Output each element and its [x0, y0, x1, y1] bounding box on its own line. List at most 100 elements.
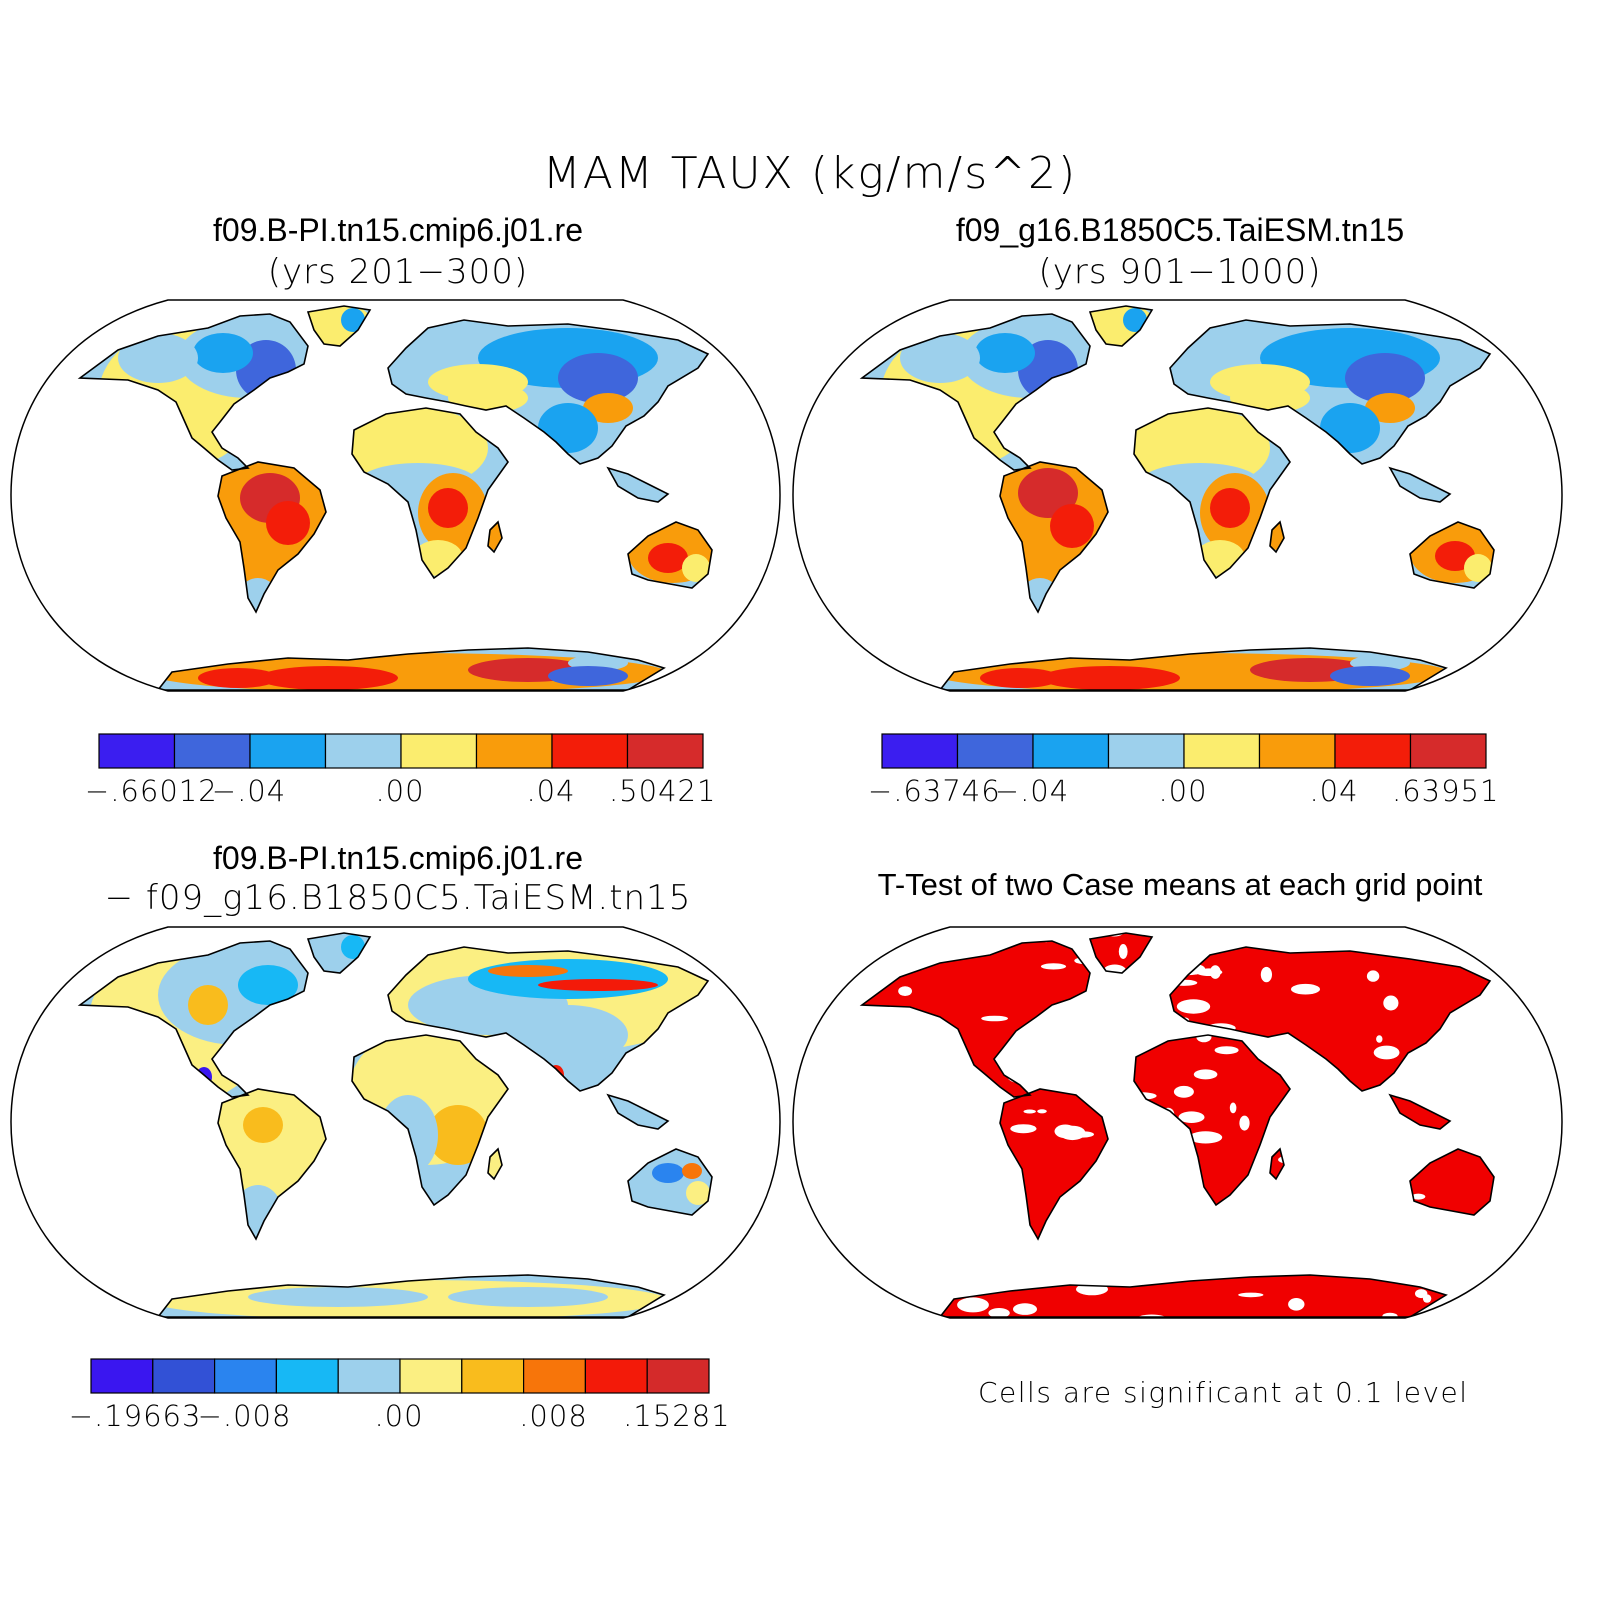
- coastline-seAsia: [1388, 466, 1452, 503]
- colorbar-swatch: [1409, 733, 1487, 769]
- colorbar-swatch: [249, 733, 327, 769]
- colorbar-swatch: [584, 1358, 648, 1394]
- land-australia: [628, 522, 712, 588]
- colorbar-tick-label: .50421: [608, 774, 717, 808]
- panel-case1-subtitle: (yrs 201−300): [267, 252, 529, 292]
- coastline-southAmerica: [999, 1088, 1109, 1241]
- coastline-australia: [1409, 521, 1495, 589]
- coastline-australia: [627, 1148, 713, 1216]
- map-difference: [10, 926, 781, 1319]
- coastline-northAmerica: [77, 940, 309, 1098]
- colorbar-case1-labels: −.66012 −.04 .00 .04 .50421: [85, 774, 716, 814]
- map-case1: [10, 299, 781, 692]
- map-case2: [792, 299, 1563, 692]
- colorbar-difference-labels: −.19663 −.008 .00 .008 .15281: [69, 1399, 730, 1439]
- coastline-madagascar: [1269, 1147, 1285, 1181]
- colorbar-swatch: [337, 1358, 401, 1394]
- map-boundary: [792, 299, 1563, 692]
- land-europeAsia: [1170, 320, 1490, 464]
- land-antarctica: [940, 648, 1446, 690]
- coastline-madagascar: [487, 520, 503, 554]
- coastline-europeAsia: [387, 946, 710, 1092]
- colorbar-tick-label: .008: [519, 1399, 588, 1433]
- coastline-madagascar: [487, 1147, 503, 1181]
- land-africa: [1134, 1035, 1290, 1205]
- land-seAsia: [1390, 1095, 1450, 1129]
- colorbar-case1: [98, 733, 704, 769]
- coastline-northAmerica: [859, 940, 1091, 1098]
- coastline-madagascar: [1269, 520, 1285, 554]
- colorbar-case2: [881, 733, 1487, 769]
- land-northAmerica: [862, 941, 1090, 1097]
- colorbar-swatch: [956, 733, 1034, 769]
- coastline-europeAsia: [1169, 319, 1492, 465]
- colorbar-swatch: [1183, 733, 1261, 769]
- colorbar-swatch: [98, 733, 176, 769]
- colorbar-swatch: [1334, 733, 1412, 769]
- colorbar-case2-labels: −.63746 −.04 .00 .04 .63951: [868, 774, 1499, 814]
- coastline-greenland: [306, 305, 372, 347]
- colorbar-swatch: [400, 733, 478, 769]
- map-boundary: [10, 299, 781, 692]
- colorbar-tick-label: −.04: [994, 774, 1070, 808]
- colorbar-swatch: [1258, 733, 1336, 769]
- map-ttest: [792, 926, 1563, 1319]
- colorbar-tick-label: −.19663: [68, 1399, 202, 1433]
- land-antarctica: [158, 1275, 664, 1317]
- colorbar-swatch: [213, 1358, 277, 1394]
- land-europeAsia: [1170, 947, 1490, 1091]
- coastline-southAmerica: [999, 461, 1109, 614]
- coastline-africa: [351, 1034, 509, 1207]
- coastline-southAmerica: [217, 1088, 327, 1241]
- coastline-greenland: [1088, 932, 1154, 974]
- coastline-seAsia: [1388, 1093, 1452, 1130]
- panel-diff-subtitle: − f09_g16.B1850C5.TaiESM.tn15: [104, 878, 692, 918]
- coastline-northAmerica: [859, 313, 1091, 471]
- coastline-greenland: [306, 932, 372, 974]
- coastline-australia: [1409, 1148, 1495, 1216]
- figure-title: MAM TAUX (kg/m/s^2): [542, 148, 1078, 199]
- colorbar-tick-label: −.66012: [84, 774, 218, 808]
- land-australia: [1410, 1149, 1494, 1215]
- coastline-australia: [627, 521, 713, 589]
- colorbar-swatch: [523, 1358, 587, 1394]
- coastline-northAmerica: [77, 313, 309, 471]
- map-boundary: [792, 926, 1563, 1319]
- coastline-africa: [351, 407, 509, 580]
- colorbar-swatch: [90, 1358, 154, 1394]
- colorbar-difference: [90, 1358, 710, 1394]
- colorbar-swatch: [475, 733, 553, 769]
- land-australia: [628, 1149, 712, 1215]
- panel-case2-subtitle: (yrs 901−1000): [1038, 252, 1322, 292]
- colorbar-swatch: [152, 1358, 216, 1394]
- significance-note: Cells are significant at 0.1 level: [978, 1376, 1469, 1409]
- colorbar-swatch: [551, 733, 629, 769]
- colorbar-swatch: [461, 1358, 525, 1394]
- colorbar-tick-label: −.63746: [867, 774, 1001, 808]
- colorbar-swatch: [1107, 733, 1185, 769]
- coastline-seAsia: [606, 466, 670, 503]
- coastline-seAsia: [606, 1093, 670, 1130]
- colorbar-tick-label: −.008: [197, 1399, 292, 1433]
- panel-case2-title: f09_g16.B1850C5.TaiESM.tn15: [955, 212, 1405, 248]
- colorbar-tick-label: .00: [1158, 774, 1208, 808]
- colorbar-tick-label: −.04: [211, 774, 287, 808]
- colorbar-swatch: [1032, 733, 1110, 769]
- colorbar-tick-label: .63951: [1391, 774, 1500, 808]
- colorbar-swatch: [399, 1358, 463, 1394]
- land-australia: [1410, 522, 1494, 588]
- colorbar-tick-label: .04: [526, 774, 576, 808]
- colorbar-tick-label: .15281: [623, 1399, 731, 1433]
- panel-ttest-title: T-Test of two Case means at each grid po…: [877, 867, 1483, 902]
- coastline-greenland: [1088, 305, 1154, 347]
- colorbar-tick-label: .04: [1309, 774, 1359, 808]
- land-europeAsia: [388, 320, 708, 464]
- colorbar-swatch: [275, 1358, 339, 1394]
- colorbar-swatch: [626, 733, 704, 769]
- colorbar-tick-label: .00: [375, 774, 425, 808]
- panel-diff-title: f09.B-PI.tn15.cmip6.j01.re: [213, 840, 583, 876]
- colorbar-swatch: [324, 733, 402, 769]
- colorbar-tick-label: .00: [374, 1399, 424, 1433]
- colorbar-swatch: [881, 733, 959, 769]
- coastline-africa: [1133, 407, 1291, 580]
